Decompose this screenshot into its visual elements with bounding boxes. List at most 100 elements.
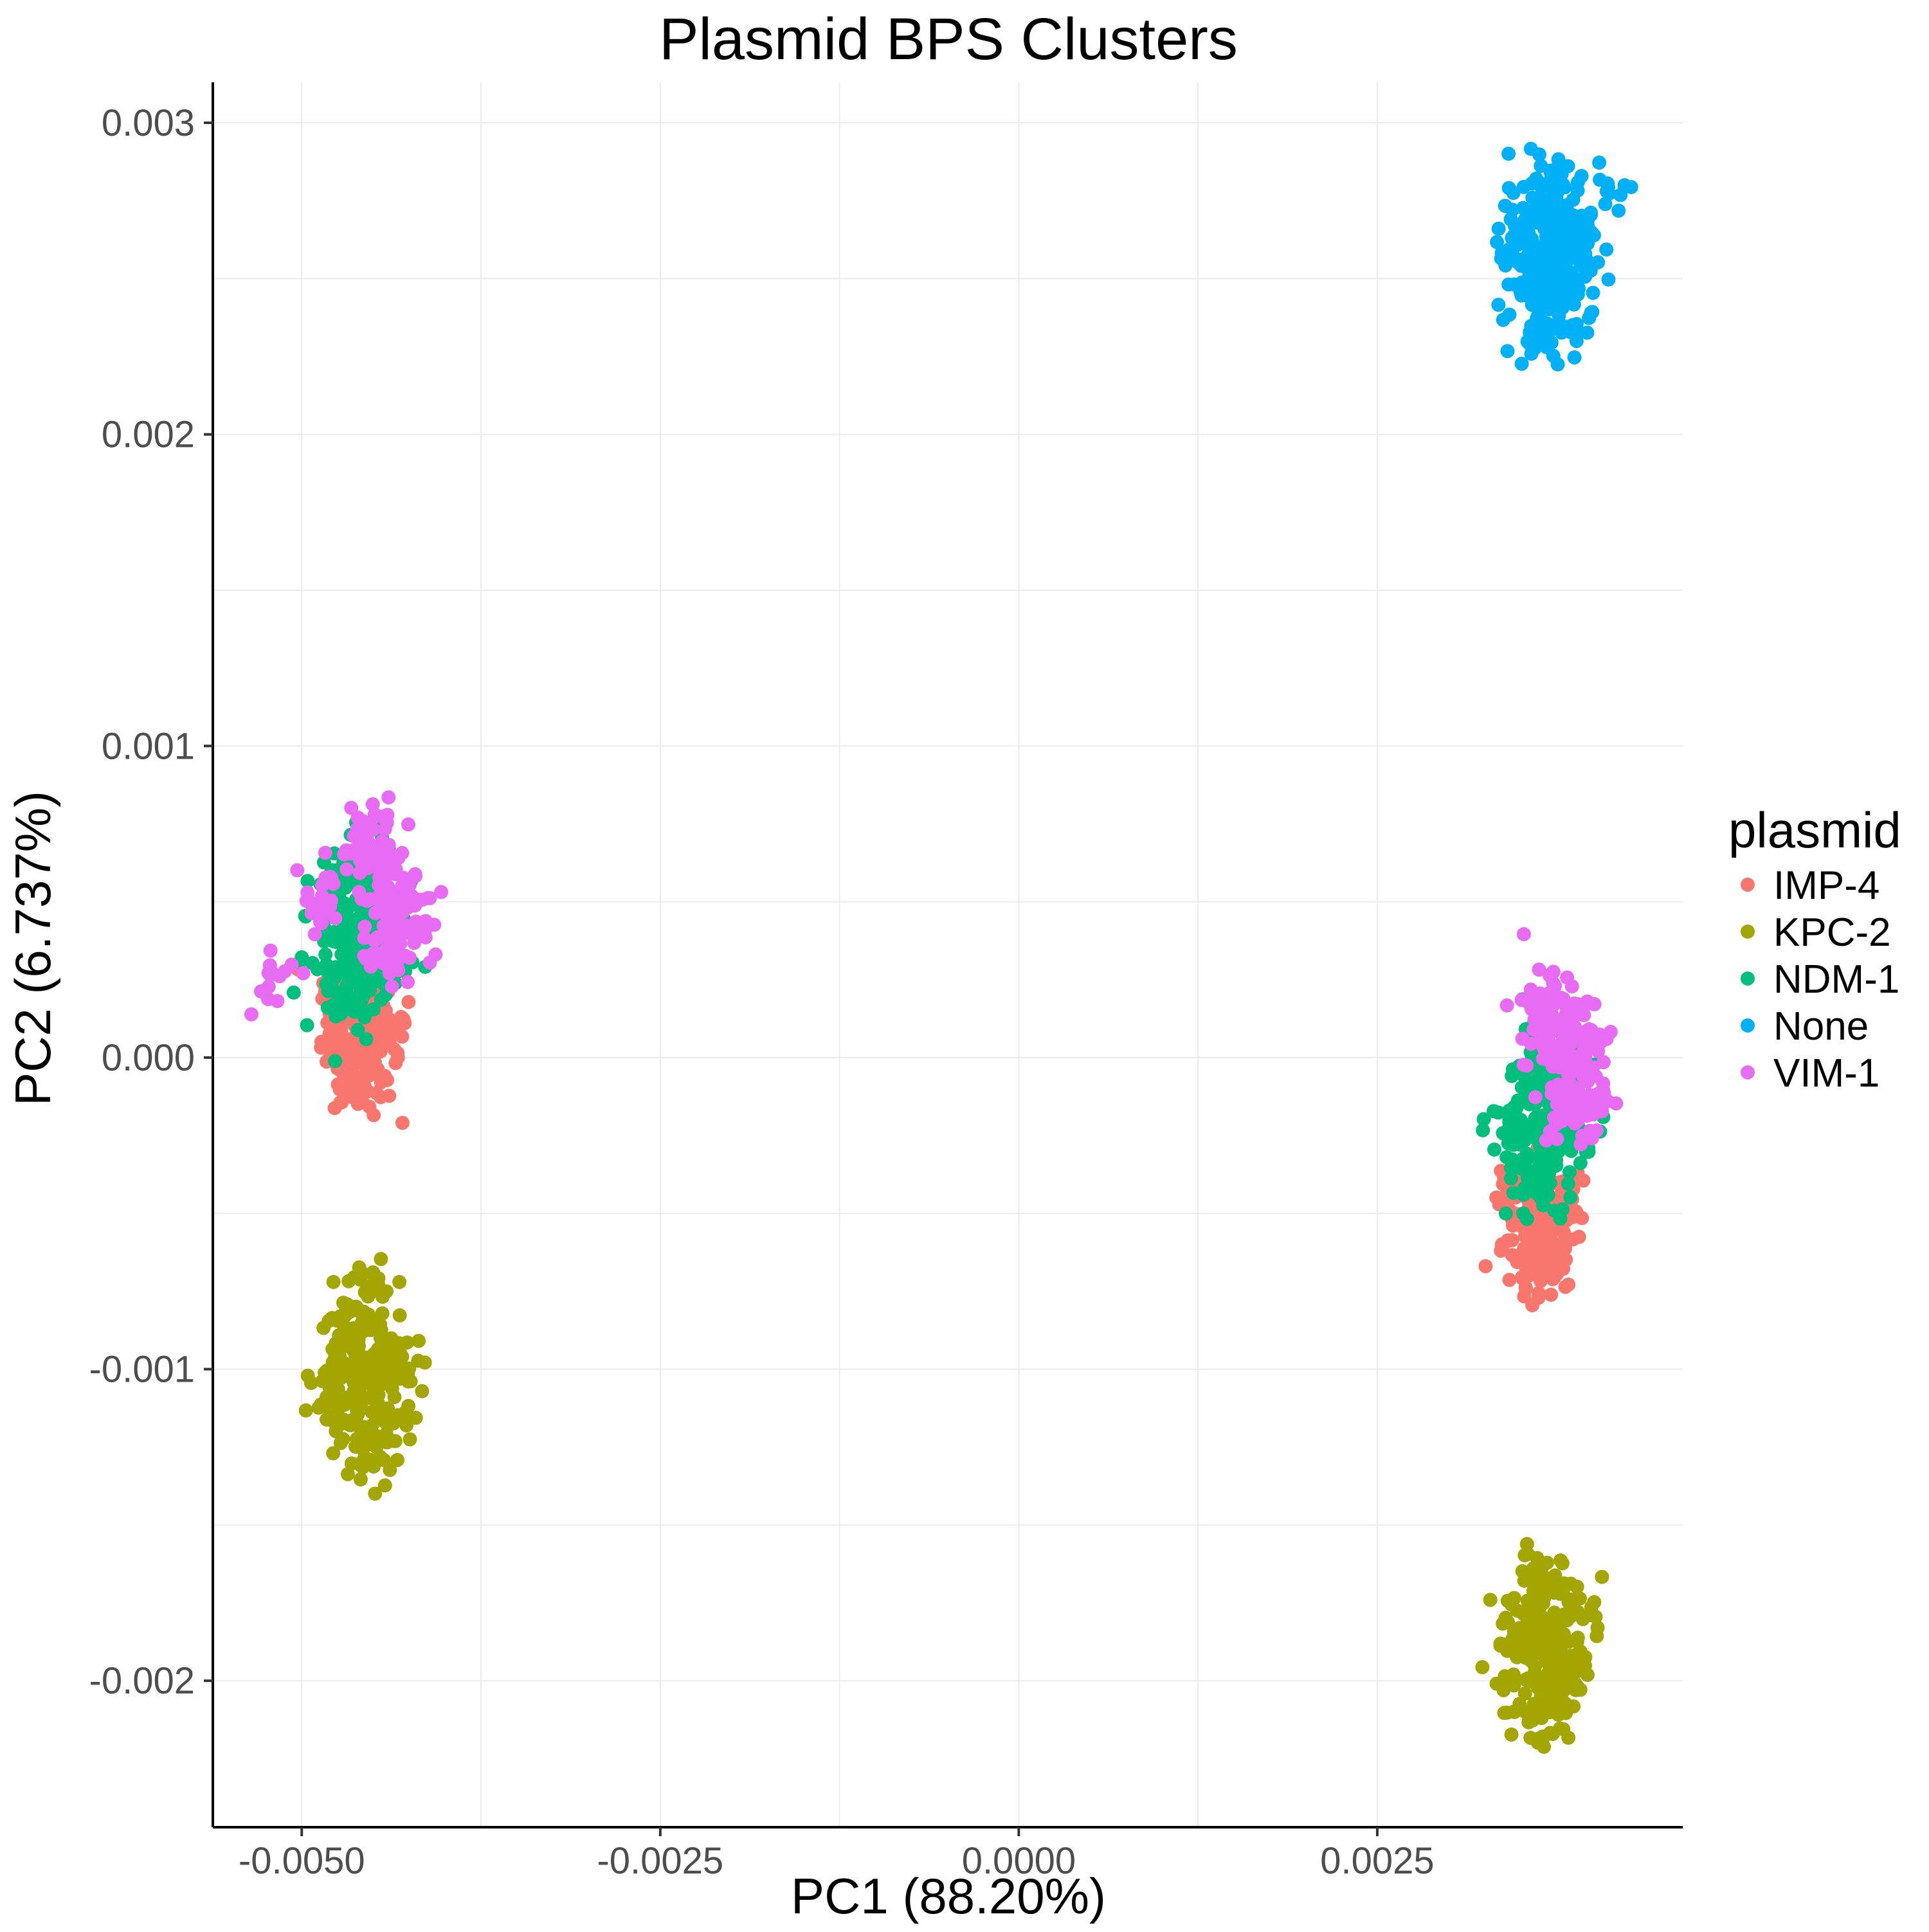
data-point bbox=[1501, 147, 1516, 161]
data-point bbox=[1537, 989, 1552, 1004]
data-point bbox=[1584, 208, 1598, 222]
legend-label: IMP-4 bbox=[1773, 863, 1879, 908]
data-point bbox=[1550, 357, 1565, 372]
x-tick-label: 0.0000 bbox=[962, 1840, 1076, 1882]
data-point bbox=[300, 874, 315, 889]
data-point bbox=[1487, 1142, 1501, 1157]
data-point bbox=[376, 1290, 390, 1304]
data-point bbox=[1578, 1650, 1593, 1665]
data-point bbox=[1534, 1236, 1549, 1250]
data-point bbox=[1592, 155, 1607, 170]
data-point bbox=[1595, 1569, 1609, 1584]
data-point bbox=[356, 1357, 370, 1371]
data-point bbox=[392, 1308, 407, 1323]
data-point bbox=[374, 1075, 388, 1090]
data-point bbox=[1548, 168, 1563, 183]
data-point bbox=[1563, 1132, 1578, 1146]
data-point bbox=[1501, 277, 1516, 292]
data-point bbox=[384, 887, 399, 902]
data-point bbox=[343, 1079, 358, 1094]
data-point bbox=[353, 1456, 368, 1471]
data-point bbox=[326, 1275, 341, 1289]
legend-label: None bbox=[1773, 1004, 1869, 1049]
data-point bbox=[1542, 1577, 1557, 1592]
data-point bbox=[1540, 316, 1555, 331]
data-point bbox=[1552, 1144, 1566, 1159]
legend-label: VIM-1 bbox=[1773, 1051, 1879, 1096]
data-point bbox=[1507, 1591, 1521, 1605]
data-point bbox=[1539, 1133, 1553, 1148]
data-point bbox=[353, 1305, 368, 1319]
data-point bbox=[377, 861, 392, 876]
data-point bbox=[1523, 982, 1538, 997]
data-point bbox=[1571, 1229, 1586, 1244]
data-point bbox=[373, 839, 388, 854]
data-point bbox=[389, 921, 404, 936]
data-point bbox=[1502, 307, 1517, 322]
data-point bbox=[1476, 1123, 1490, 1137]
data-point bbox=[1546, 964, 1561, 979]
data-point bbox=[1500, 344, 1515, 359]
data-point bbox=[381, 790, 396, 805]
data-point bbox=[1564, 1593, 1579, 1607]
data-point bbox=[1539, 339, 1554, 354]
legend-title: plasmid bbox=[1728, 802, 1901, 858]
data-point bbox=[1532, 147, 1546, 162]
data-point bbox=[244, 1007, 258, 1022]
data-point bbox=[1543, 1726, 1557, 1740]
data-point bbox=[368, 906, 383, 921]
data-point bbox=[1524, 1036, 1539, 1051]
data-point bbox=[1561, 1730, 1576, 1745]
data-point bbox=[1563, 1190, 1578, 1205]
data-point bbox=[1515, 1270, 1530, 1285]
data-point bbox=[290, 863, 305, 878]
data-point bbox=[1528, 1090, 1543, 1105]
data-point bbox=[318, 947, 333, 962]
data-point bbox=[378, 1022, 393, 1036]
data-point bbox=[1532, 284, 1546, 298]
data-point bbox=[1505, 1248, 1519, 1263]
data-point bbox=[1496, 1683, 1511, 1697]
data-point bbox=[359, 1032, 374, 1047]
data-point bbox=[1521, 1151, 1535, 1165]
data-point bbox=[331, 1077, 345, 1092]
data-point bbox=[1556, 1225, 1571, 1240]
data-point bbox=[398, 948, 413, 963]
data-point bbox=[334, 947, 349, 962]
data-point bbox=[368, 1486, 383, 1501]
data-point bbox=[1537, 1270, 1552, 1285]
data-point bbox=[1574, 228, 1589, 242]
data-point bbox=[1527, 1612, 1542, 1627]
data-point bbox=[1554, 325, 1569, 340]
data-point bbox=[1540, 1047, 1555, 1062]
data-point bbox=[1490, 235, 1505, 249]
data-point bbox=[351, 961, 366, 976]
data-point bbox=[1515, 1564, 1530, 1578]
data-point bbox=[1519, 1058, 1534, 1073]
data-point bbox=[1553, 990, 1568, 1005]
data-point bbox=[379, 815, 394, 830]
data-point bbox=[349, 1414, 364, 1429]
data-point bbox=[334, 1095, 349, 1110]
data-point bbox=[1515, 1162, 1530, 1176]
data-point bbox=[376, 919, 391, 934]
data-point bbox=[1561, 1054, 1575, 1069]
y-tick-label: -0.002 bbox=[89, 1660, 195, 1702]
data-point bbox=[1535, 1198, 1550, 1213]
data-point bbox=[401, 817, 415, 832]
data-point bbox=[1521, 257, 1535, 271]
data-point bbox=[367, 1108, 381, 1123]
data-point bbox=[1483, 1593, 1498, 1607]
data-point bbox=[325, 1355, 340, 1369]
data-point bbox=[1502, 1272, 1517, 1287]
data-point bbox=[412, 1333, 426, 1348]
data-point bbox=[407, 935, 422, 950]
data-point bbox=[1521, 1671, 1536, 1686]
data-point bbox=[1602, 186, 1617, 201]
data-point bbox=[1541, 327, 1555, 342]
data-point bbox=[326, 1446, 341, 1461]
data-point bbox=[1593, 1027, 1607, 1042]
data-point bbox=[1519, 1224, 1534, 1239]
x-tick-label: 0.0025 bbox=[1320, 1840, 1434, 1882]
